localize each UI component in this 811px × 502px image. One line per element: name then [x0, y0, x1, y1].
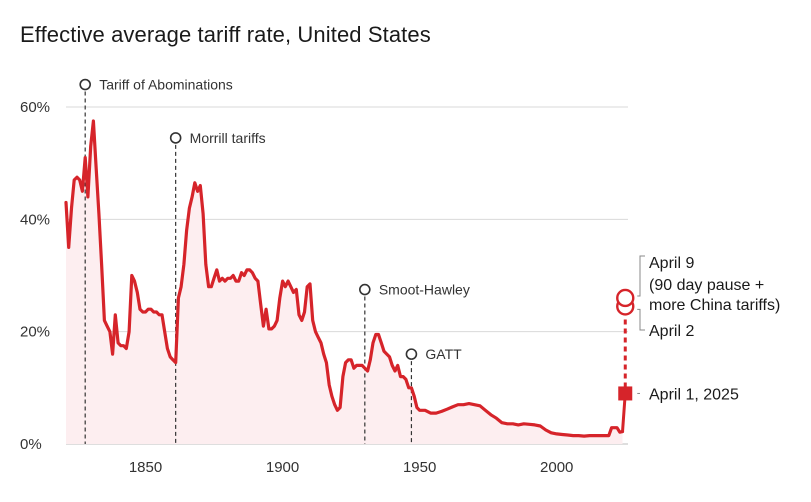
y-tick-label: 20% [20, 324, 50, 341]
april9-note-line: (90 day pause + [649, 277, 764, 294]
series-line [64, 119, 625, 438]
chart-title: Effective average tariff rate, United St… [20, 22, 431, 47]
april9-leader [637, 255, 645, 297]
april1-label: April 1, 2025 [649, 386, 739, 403]
annotations: Tariff of Abominations Morrill tariffs Smo… [79, 77, 470, 362]
april2-leader [637, 308, 645, 331]
annotation-marker [359, 283, 371, 296]
x-tick-label: 1950 [403, 459, 436, 476]
x-tick-label: 2000 [540, 459, 573, 476]
april-2025-markers: April 9 (90 day pause + more China tariffs… [616, 255, 780, 434]
annotation-label: Smoot-Hawley [379, 282, 470, 298]
annotation-marker [169, 132, 182, 144]
annotation-label: GATT [425, 346, 462, 362]
x-tick-label: 1900 [266, 459, 299, 476]
y-tick-label: 60% [20, 99, 50, 116]
x-tick-label: 1850 [129, 459, 162, 476]
april9-circle-marker [616, 288, 635, 308]
april1-square-marker [618, 386, 633, 401]
april9-label: April 9 [649, 255, 694, 272]
series-lines [64, 119, 625, 438]
series-area [66, 121, 623, 444]
april9-note-line: more China tariffs) [649, 297, 780, 314]
area-fill [66, 121, 623, 444]
annotation-label: Morrill tariffs [190, 130, 266, 146]
y-tick-label: 0% [20, 436, 42, 453]
april2-label: April 2 [649, 323, 694, 340]
annotation-marker [79, 78, 91, 91]
axis-ticks: 0% 20% 40% 60% 1850 1900 1950 2000 [20, 99, 573, 476]
y-tick-label: 40% [20, 211, 50, 228]
annotation-label: Tariff of Abominations [99, 77, 233, 93]
annotation-marker [405, 348, 418, 360]
